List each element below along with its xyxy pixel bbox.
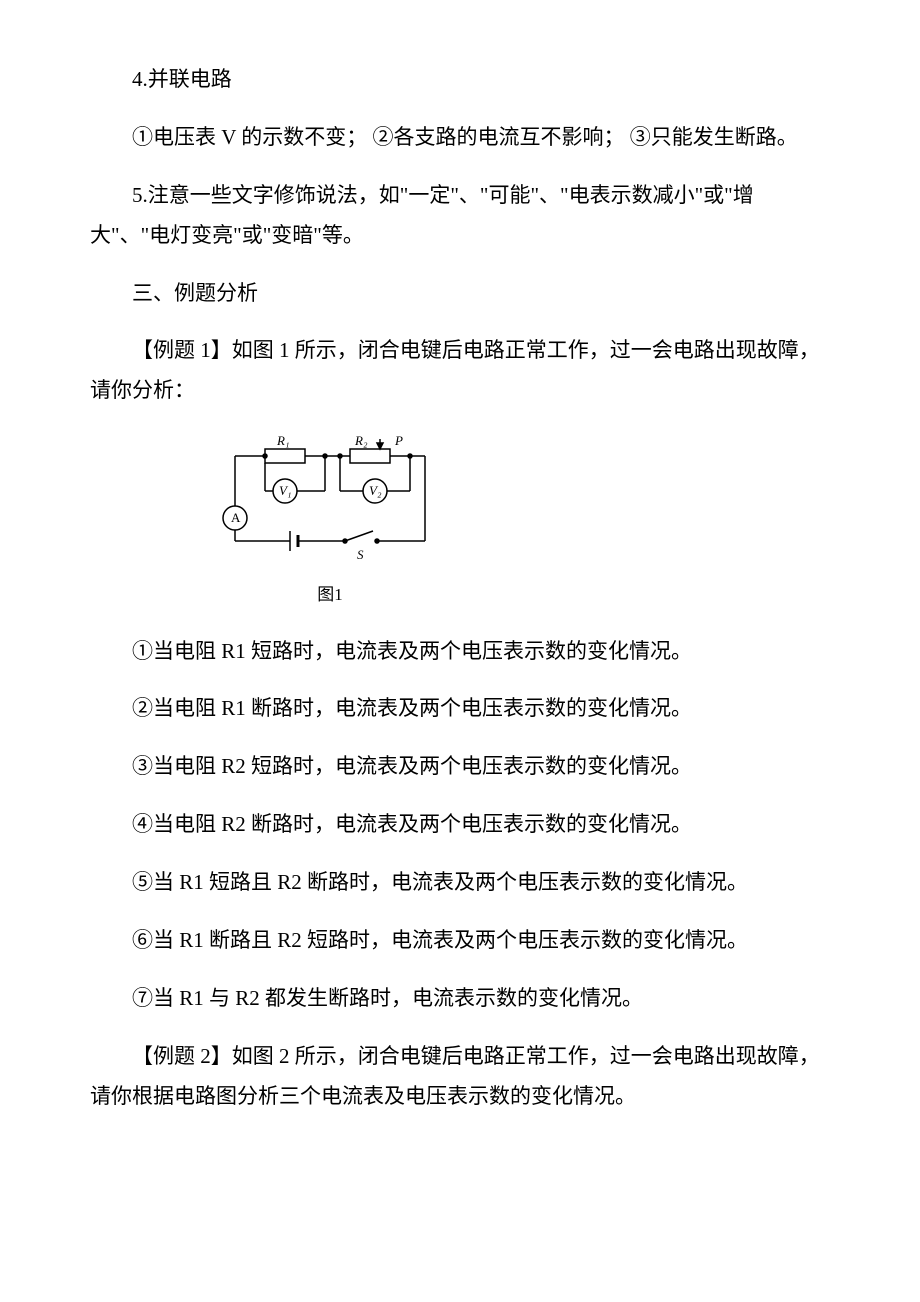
circuit-diagram: R₁ R₂ P V₁ V₂ A S [195,431,465,571]
paragraph: 【例题 1】如图 1 所示，闭合电键后电路正常工作，过一会电路出现故障，请你分析… [90,331,830,411]
label-r1: R₁ [276,433,289,448]
paragraph-heading: 三、例题分析 [90,274,830,314]
label-v2: V₂ [369,483,382,498]
paragraph: ①电压表 V 的示数不变； ②各支路的电流互不影响； ③只能发生断路。 [90,118,830,158]
figure-1: R₁ R₂ P V₁ V₂ A S 图1 [190,431,470,611]
paragraph: 4.并联电路 [90,60,830,100]
paragraph: ②当电阻 R1 断路时，电流表及两个电压表示数的变化情况。 [90,689,830,729]
label-s: S [357,547,364,562]
label-v1: V₁ [279,483,291,498]
paragraph: ⑤当 R1 短路且 R2 断路时，电流表及两个电压表示数的变化情况。 [90,863,830,903]
paragraph: ⑦当 R1 与 R2 都发生断路时，电流表示数的变化情况。 [90,979,830,1019]
label-p: P [394,433,403,448]
paragraph: 【例题 2】如图 2 所示，闭合电键后电路正常工作，过一会电路出现故障，请你根据… [90,1037,830,1117]
figure-caption: 图1 [317,579,343,611]
paragraph: ⑥当 R1 断路且 R2 短路时，电流表及两个电压表示数的变化情况。 [90,921,830,961]
paragraph: ①当电阻 R1 短路时，电流表及两个电压表示数的变化情况。 [90,632,830,672]
label-r2: R₂ [354,433,368,448]
label-a: A [231,510,241,525]
paragraph: ③当电阻 R2 短路时，电流表及两个电压表示数的变化情况。 [90,747,830,787]
paragraph: ④当电阻 R2 断路时，电流表及两个电压表示数的变化情况。 [90,805,830,845]
paragraph: 5.注意一些文字修饰说法，如"一定"、"可能"、"电表示数减小"或"增大"、"电… [90,176,830,256]
